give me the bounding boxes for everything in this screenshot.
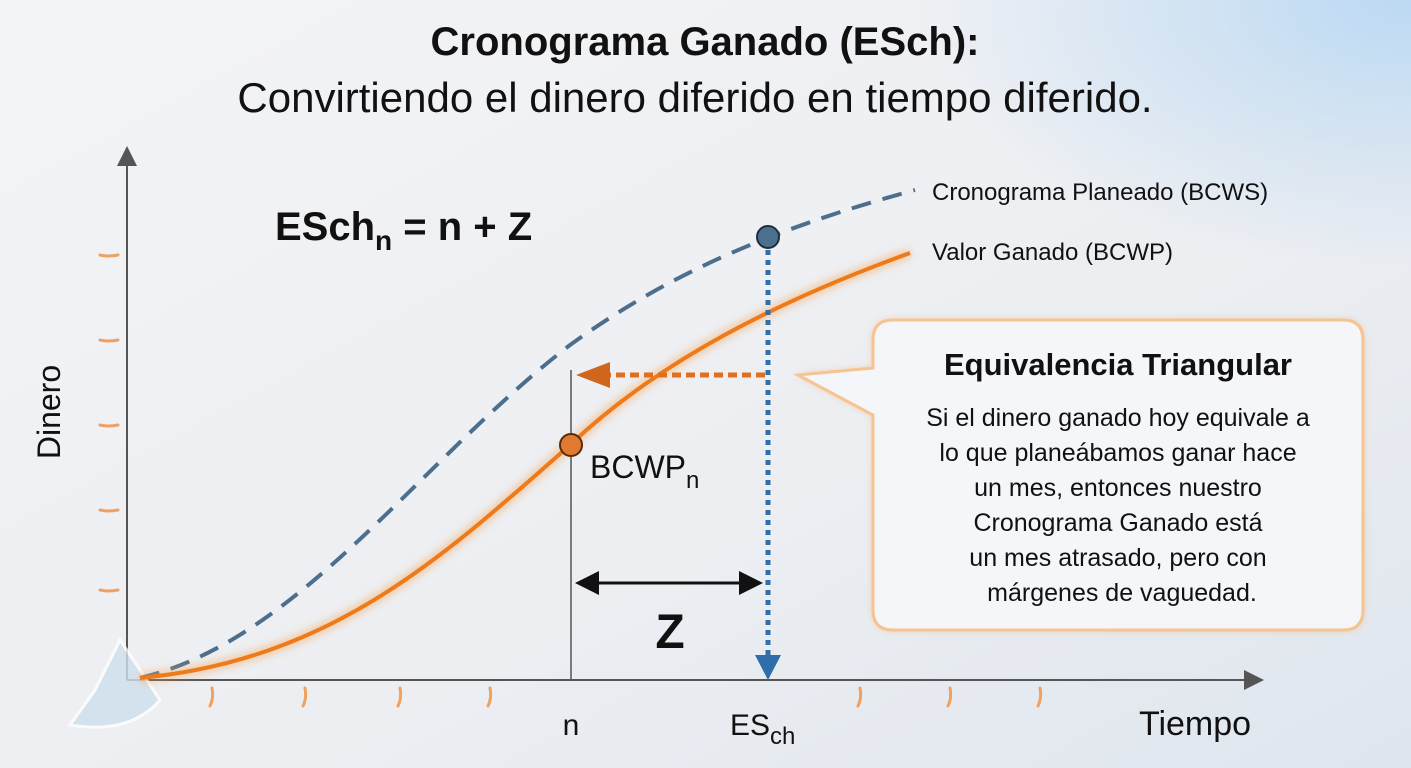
formula-rhs: = n + Z: [392, 205, 532, 249]
earned-curve: [139, 251, 911, 680]
bcwp-label: BCWPn: [590, 449, 699, 494]
title-line2: Convirtiendo el dinero diferido en tiemp…: [237, 74, 1152, 121]
callout-line: Si el dinero ganado hoy equivale a: [926, 404, 1310, 432]
y-axis-label: Dinero: [31, 365, 67, 459]
esch-tick-label: ESch: [730, 709, 795, 750]
callout-line: márgenes de vaguedad.: [987, 579, 1257, 607]
x-axis-label: Tiempo: [1139, 705, 1251, 743]
callout-line: un mes atrasado, pero con: [969, 544, 1266, 572]
formula: ESchn = n + Z: [275, 205, 532, 256]
callout-line: lo que planeábamos ganar hace: [939, 439, 1296, 467]
projection-arrowhead: [576, 362, 610, 388]
earned-point: [559, 433, 583, 457]
z-label: Z: [655, 606, 684, 659]
bcwp-sub: n: [686, 467, 699, 494]
planned-point: [756, 225, 780, 249]
title-line1: Cronograma Ganado (ESch):: [431, 20, 980, 64]
callout-line: un mes, entonces nuestro: [974, 474, 1262, 502]
formula-lhs: ESch: [275, 205, 375, 249]
callout-title: Equivalencia Triangular: [944, 347, 1292, 382]
esch-text: ES: [730, 709, 770, 742]
legend-earned: Valor Ganado (BCWP): [932, 239, 1173, 266]
formula-sub: n: [375, 225, 392, 256]
axis-ticks: [98, 253, 1043, 708]
legend-planned: Cronograma Planeado (BCWS): [932, 179, 1268, 206]
callout-line: Cronograma Ganado está: [973, 509, 1262, 537]
callout-body: Si el dinero ganado hoy equivale a lo qu…: [926, 404, 1310, 607]
origin-prism: [67, 637, 162, 729]
esch-arrowhead: [755, 655, 781, 680]
bcwp-text: BCWP: [590, 449, 686, 485]
esch-sub: ch: [770, 723, 795, 750]
callout-box: [792, 318, 1365, 632]
n-tick-label: n: [563, 709, 580, 742]
